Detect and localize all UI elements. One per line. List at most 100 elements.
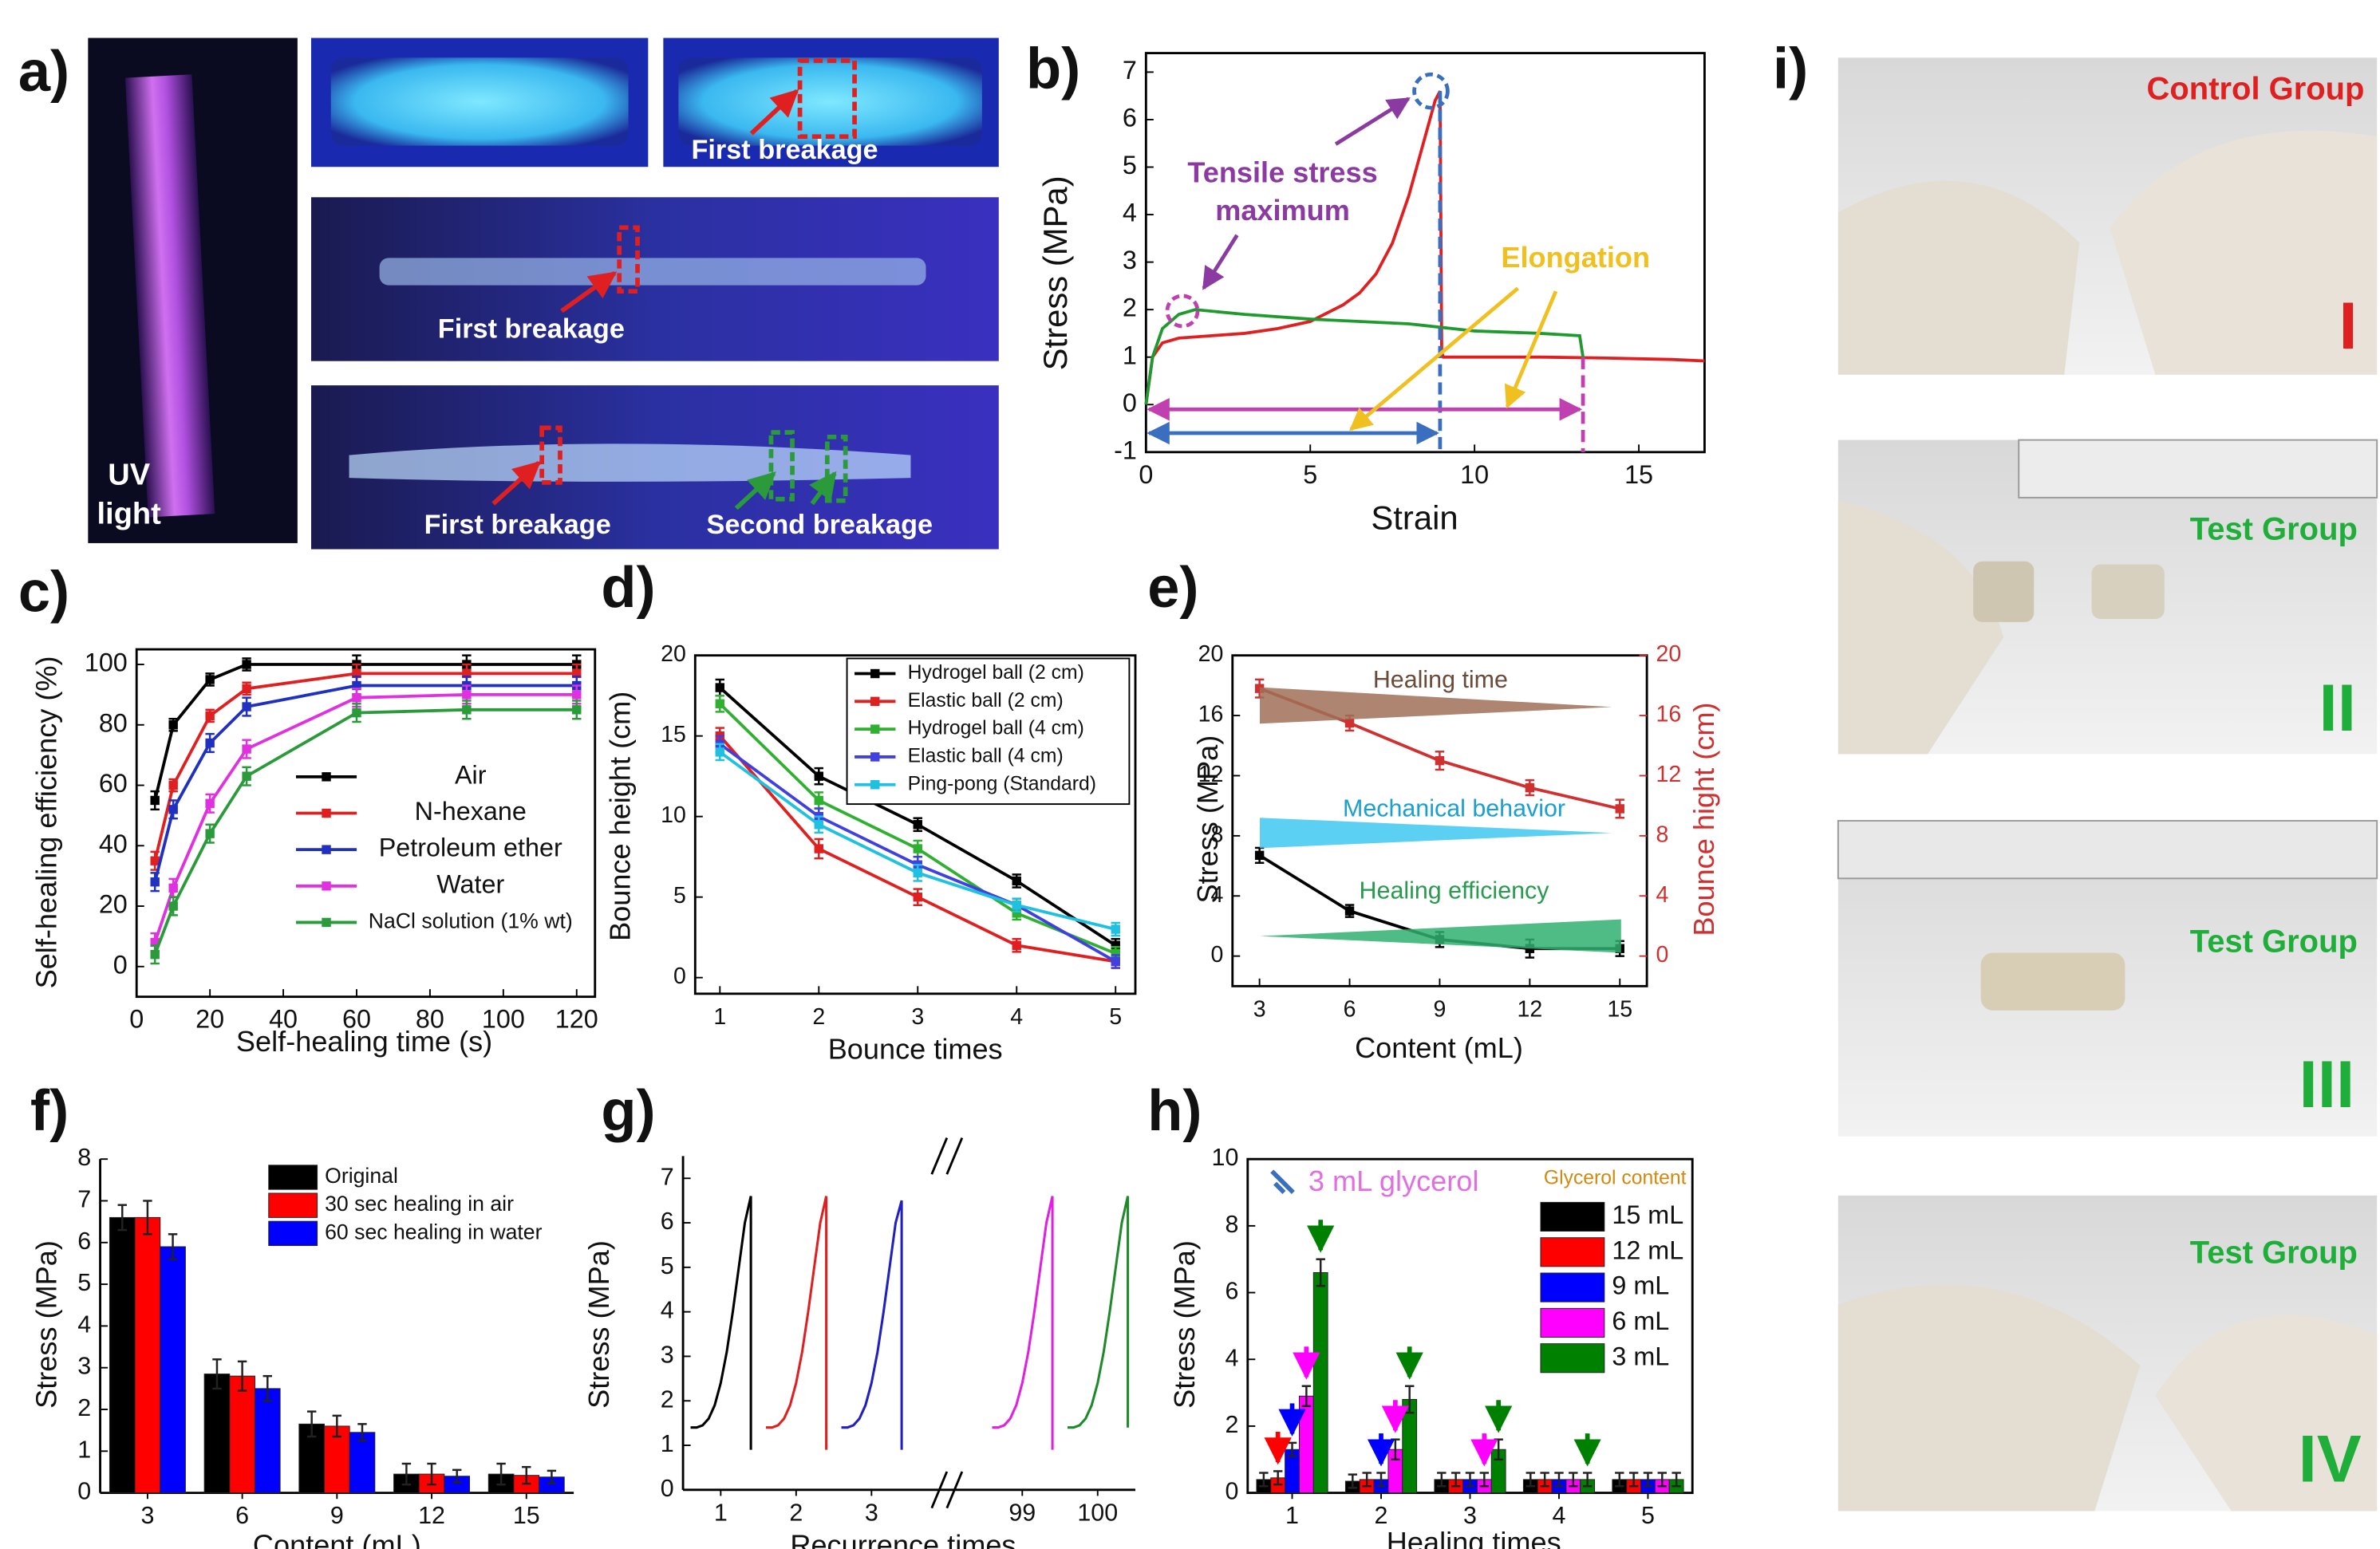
x-axis-label: Recurrence times bbox=[790, 1529, 1016, 1549]
data-point bbox=[242, 660, 251, 668]
y-tick-label: 3 bbox=[661, 1341, 674, 1368]
wedge bbox=[1260, 818, 1612, 848]
x-axis-label: Self-healing time (s) bbox=[236, 1025, 492, 1058]
data-point bbox=[1616, 804, 1624, 813]
caption: First breakage bbox=[692, 135, 878, 165]
ruler bbox=[2019, 440, 2377, 498]
y-tick-label: 0 bbox=[1210, 942, 1223, 968]
legend-label: 6 mL bbox=[1612, 1307, 1669, 1335]
data-point bbox=[150, 877, 159, 886]
y-tick-label: 5 bbox=[77, 1269, 91, 1296]
y-tick-label: 6 bbox=[1123, 103, 1137, 132]
legend-marker bbox=[322, 809, 330, 818]
x-tick-label: 3 bbox=[140, 1502, 154, 1529]
y-tick-label: 8 bbox=[77, 1144, 91, 1171]
legend-swatch bbox=[269, 1193, 318, 1217]
highlight bbox=[1415, 74, 1448, 108]
legend-marker bbox=[870, 669, 879, 678]
dropper-icon bbox=[1272, 1171, 1293, 1192]
legend-marker bbox=[322, 845, 330, 853]
group-numeral: I bbox=[2339, 288, 2357, 363]
y-tick-label: 80 bbox=[99, 708, 128, 737]
x-tick-label: 0 bbox=[1139, 460, 1153, 489]
x-tick-label: 3 bbox=[1253, 996, 1266, 1022]
annotation: Elongation bbox=[1501, 241, 1650, 274]
y2-tick-label: 8 bbox=[1656, 822, 1669, 847]
data-point bbox=[815, 844, 823, 853]
sample bbox=[678, 57, 981, 145]
data-point bbox=[242, 744, 251, 753]
legend-label: Hydrogel ball (2 cm) bbox=[908, 662, 1084, 684]
group-label: Test Group bbox=[2190, 511, 2358, 546]
x-tick-label: 9 bbox=[1434, 996, 1447, 1022]
bar bbox=[255, 1389, 280, 1493]
arrow bbox=[1507, 291, 1556, 407]
y-tick-label: 4 bbox=[661, 1297, 674, 1324]
data-point bbox=[716, 683, 724, 692]
x-tick-label: 6 bbox=[1344, 996, 1356, 1022]
y-tick-label: 7 bbox=[77, 1186, 91, 1213]
y-tick-label: 6 bbox=[661, 1208, 674, 1235]
x-tick-label: 3 bbox=[911, 1004, 924, 1030]
x-tick-label: 10 bbox=[1460, 460, 1489, 489]
legend-marker bbox=[322, 881, 330, 890]
y-axis-label: Stress (MPa) bbox=[30, 1240, 62, 1409]
data-point bbox=[150, 950, 159, 959]
caption: Second breakage bbox=[707, 510, 933, 540]
annotation: Tensile stress bbox=[1187, 156, 1377, 188]
annotation: Healing efficiency bbox=[1360, 877, 1550, 904]
legend-label: 3 mL bbox=[1612, 1342, 1669, 1370]
x-tick-label: 1 bbox=[714, 1499, 728, 1526]
legend-label: Elastic ball (2 cm) bbox=[908, 690, 1064, 711]
legend-label: 30 sec healing in air bbox=[325, 1192, 514, 1216]
x-tick-label: 2 bbox=[812, 1004, 825, 1030]
x-tick-label: 5 bbox=[1109, 1004, 1122, 1030]
data-point bbox=[1525, 783, 1534, 792]
uv-label: UV bbox=[108, 458, 150, 491]
data-line bbox=[842, 1200, 902, 1449]
x-tick-label: 9 bbox=[330, 1502, 344, 1529]
group-numeral: III bbox=[2299, 1046, 2355, 1121]
data-point bbox=[1345, 719, 1354, 727]
annotation: Mechanical behavior bbox=[1343, 795, 1565, 822]
bar bbox=[135, 1217, 160, 1492]
y-tick-label: 1 bbox=[77, 1436, 91, 1463]
x-tick-label: 5 bbox=[1641, 1502, 1655, 1529]
sample bbox=[331, 57, 629, 145]
arrow bbox=[1204, 235, 1237, 289]
x-axis-label: Bounce times bbox=[828, 1033, 1003, 1066]
legend-label: Ping-pong (Standard) bbox=[908, 773, 1096, 794]
y-tick-label: 5 bbox=[673, 883, 686, 909]
y-tick-label: 7 bbox=[1123, 56, 1137, 85]
data-point bbox=[205, 799, 214, 808]
x-tick-label: 4 bbox=[1010, 1004, 1023, 1030]
caption: First breakage bbox=[424, 510, 611, 540]
data-point bbox=[1255, 851, 1264, 860]
legend-label: 12 mL bbox=[1612, 1236, 1683, 1264]
data-point bbox=[1435, 756, 1444, 765]
y-axis-label: Stress (MPa) bbox=[582, 1240, 615, 1409]
data-point bbox=[572, 690, 581, 699]
legend-swatch bbox=[1541, 1344, 1604, 1373]
panel-label: f) bbox=[30, 1079, 69, 1143]
legend-marker bbox=[870, 780, 879, 789]
y-tick-label: 5 bbox=[1123, 151, 1137, 179]
y-axis-label: Self-healing efficiency (%) bbox=[30, 656, 62, 988]
data-point bbox=[205, 739, 214, 747]
x-tick-label: 15 bbox=[1607, 996, 1632, 1022]
y2-axis-label: Bounce hight (cm) bbox=[1687, 703, 1720, 936]
panel-label: i) bbox=[1773, 37, 1808, 101]
y-axis-label: Stress (MPa) bbox=[1191, 735, 1224, 904]
legend-label: Original bbox=[325, 1164, 398, 1188]
x-tick-label: 5 bbox=[1303, 460, 1317, 489]
x-axis-label: Content (mL) bbox=[1355, 1031, 1523, 1064]
y-tick-label: 1 bbox=[1123, 341, 1137, 369]
sample bbox=[380, 258, 926, 285]
y-tick-label: 5 bbox=[661, 1252, 674, 1279]
sample bbox=[2092, 565, 2165, 619]
bar bbox=[204, 1374, 230, 1493]
bar bbox=[230, 1376, 255, 1492]
group-label: Test Group bbox=[2190, 924, 2358, 960]
data-point bbox=[168, 901, 177, 910]
data-point bbox=[914, 844, 922, 853]
